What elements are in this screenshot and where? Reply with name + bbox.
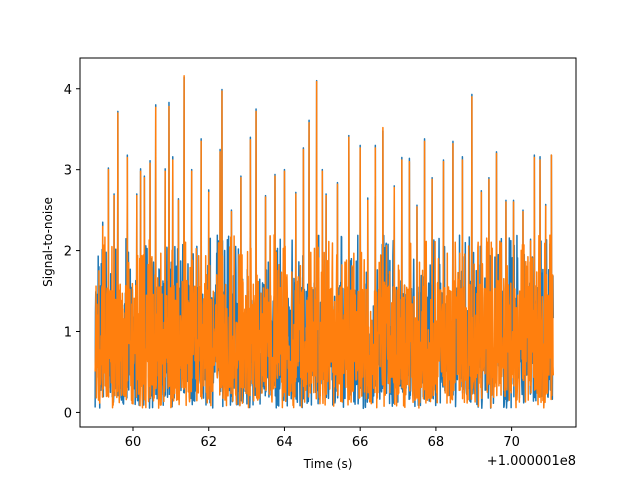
x-tick-label: 70: [503, 435, 520, 450]
x-tick-label: 68: [428, 435, 445, 450]
y-axis: 0 1 2 3 4: [64, 83, 80, 421]
x-tick-label: 60: [125, 435, 142, 450]
plot-frame: [79, 57, 577, 428]
x-axis-label: Time (s): [303, 457, 353, 471]
x-offset-label: +1.000001e8: [487, 454, 576, 469]
series-layer: [94, 75, 555, 410]
y-tick-label: 2: [64, 245, 72, 260]
y-tick-label: 1: [64, 326, 72, 341]
y-tick-label: 0: [64, 406, 72, 421]
y-tick-label: 3: [64, 164, 72, 179]
x-tick-label: 66: [352, 435, 369, 450]
x-tick-label: 62: [200, 435, 217, 450]
x-axis: 60 62 64 66 68 70: [125, 427, 520, 450]
series-line-2: [94, 75, 555, 409]
y-tick-label: 4: [64, 83, 72, 98]
y-axis-label: Signal-to-noise: [41, 197, 55, 287]
x-tick-label: 64: [276, 435, 293, 450]
